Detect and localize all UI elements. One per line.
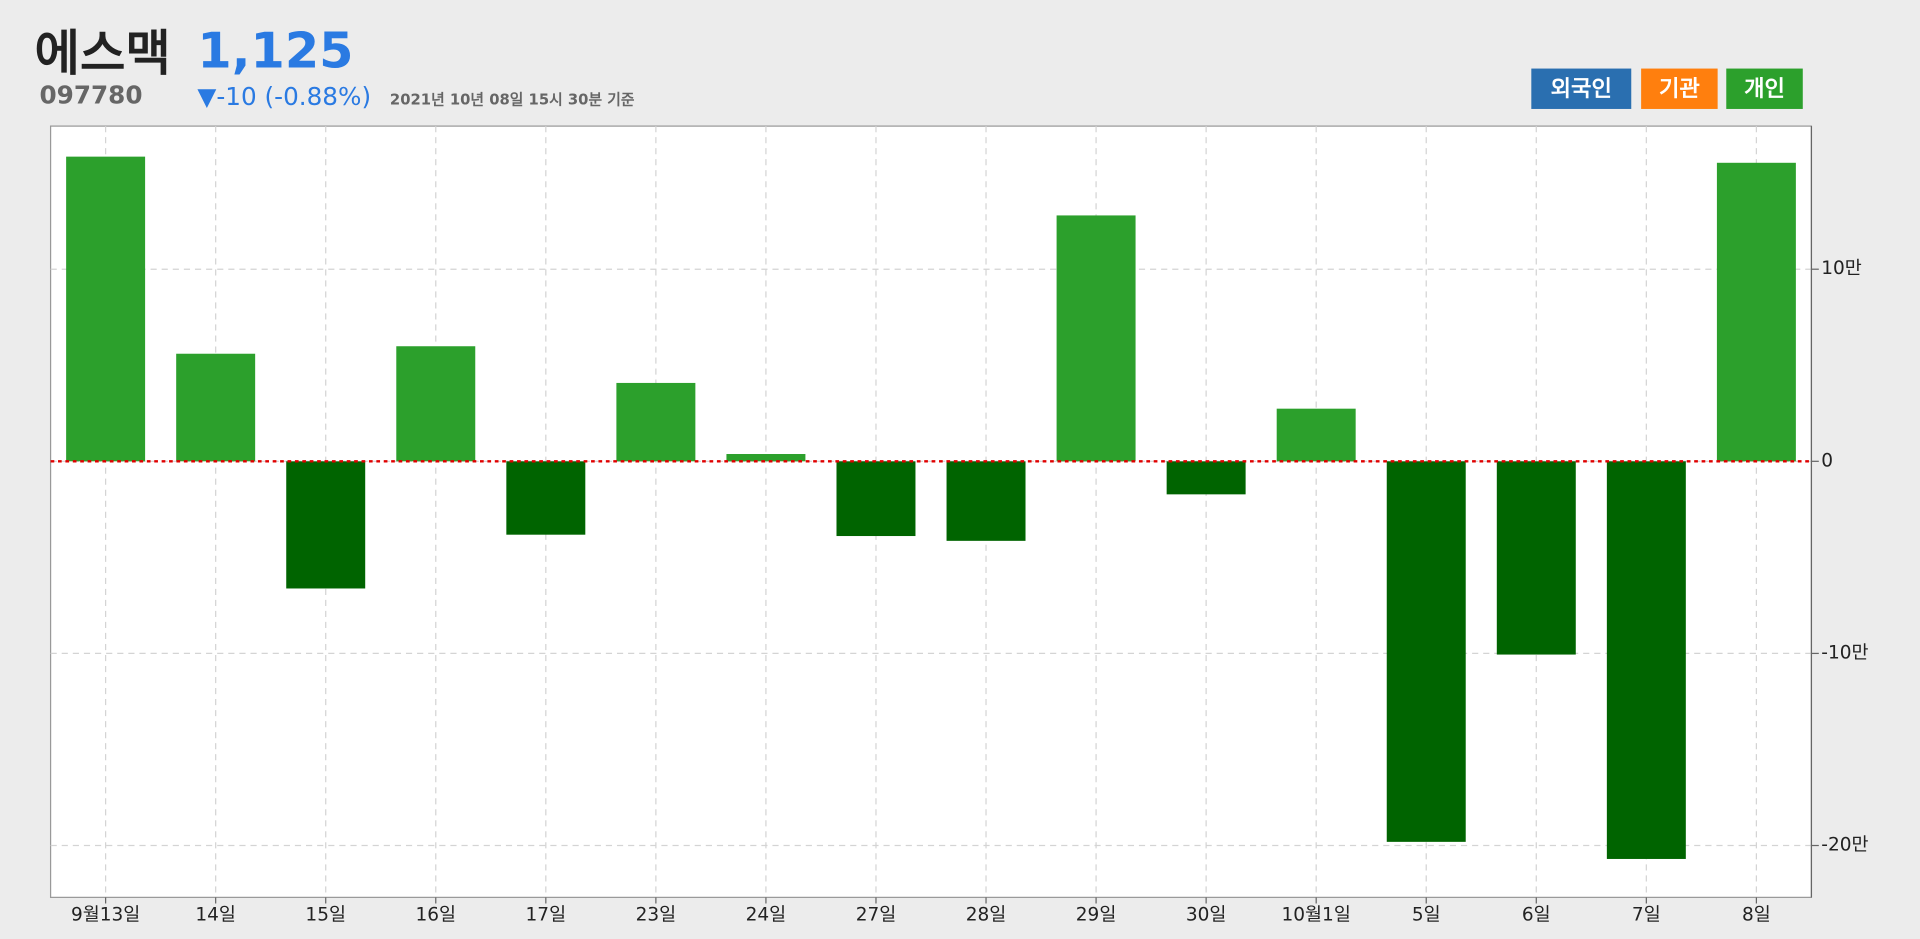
y-tick-label: -20만 <box>1821 835 1868 856</box>
y-tick-label: 10만 <box>1821 258 1862 279</box>
button-individual[interactable] <box>1726 68 1803 109</box>
bar <box>176 353 256 462</box>
x-tick-label: 5일 <box>1412 905 1441 926</box>
bar <box>836 461 916 537</box>
button-label[interactable]: 외국인 <box>1551 76 1612 102</box>
stock-code: 097780 <box>39 81 142 110</box>
button-label[interactable]: 개인 <box>1744 76 1785 102</box>
bar <box>1386 461 1466 842</box>
bar <box>286 461 366 589</box>
x-tick-label: 17일 <box>526 905 567 926</box>
x-tick-label: 15일 <box>305 905 346 926</box>
stock-name: 에스맥 <box>35 24 171 82</box>
x-tick-label: 24일 <box>746 905 787 926</box>
price-change: ▼-10 (-0.88%) <box>197 82 371 111</box>
bar <box>66 156 146 462</box>
x-tick-label: 27일 <box>856 905 897 926</box>
x-tick-label: 10월1일 <box>1282 905 1351 926</box>
x-tick-label: 28일 <box>966 905 1007 926</box>
price: 1,125 <box>197 21 353 79</box>
bar <box>1606 461 1686 859</box>
x-tick-label: 30일 <box>1186 905 1227 926</box>
bar <box>616 382 696 462</box>
x-tick-label: 23일 <box>636 905 677 926</box>
bar <box>726 454 806 462</box>
x-tick-label: 29일 <box>1076 905 1117 926</box>
y-tick-label: -10만 <box>1821 642 1868 663</box>
x-tick-label: 14일 <box>195 905 236 926</box>
button-institution[interactable] <box>1641 68 1718 109</box>
bar <box>1166 461 1246 495</box>
x-tick-label: 8일 <box>1742 905 1771 926</box>
bar <box>946 461 1026 541</box>
bar <box>396 346 476 462</box>
x-tick-label: 6일 <box>1522 905 1551 926</box>
button-label[interactable]: 기관 <box>1659 76 1700 102</box>
y-tick-label: 0 <box>1821 450 1833 471</box>
button-foreign[interactable] <box>1531 68 1632 109</box>
bar <box>1496 461 1576 655</box>
bar <box>506 461 586 535</box>
x-tick-label: 9월13일 <box>71 905 140 926</box>
bar <box>1716 162 1796 462</box>
bar <box>1276 408 1356 462</box>
timestamp: 2021년 10년 08일 15시 30분 기준 <box>390 91 635 108</box>
x-tick-label: 7일 <box>1632 905 1661 926</box>
x-tick-label: 16일 <box>415 905 456 926</box>
bar <box>1056 215 1136 462</box>
